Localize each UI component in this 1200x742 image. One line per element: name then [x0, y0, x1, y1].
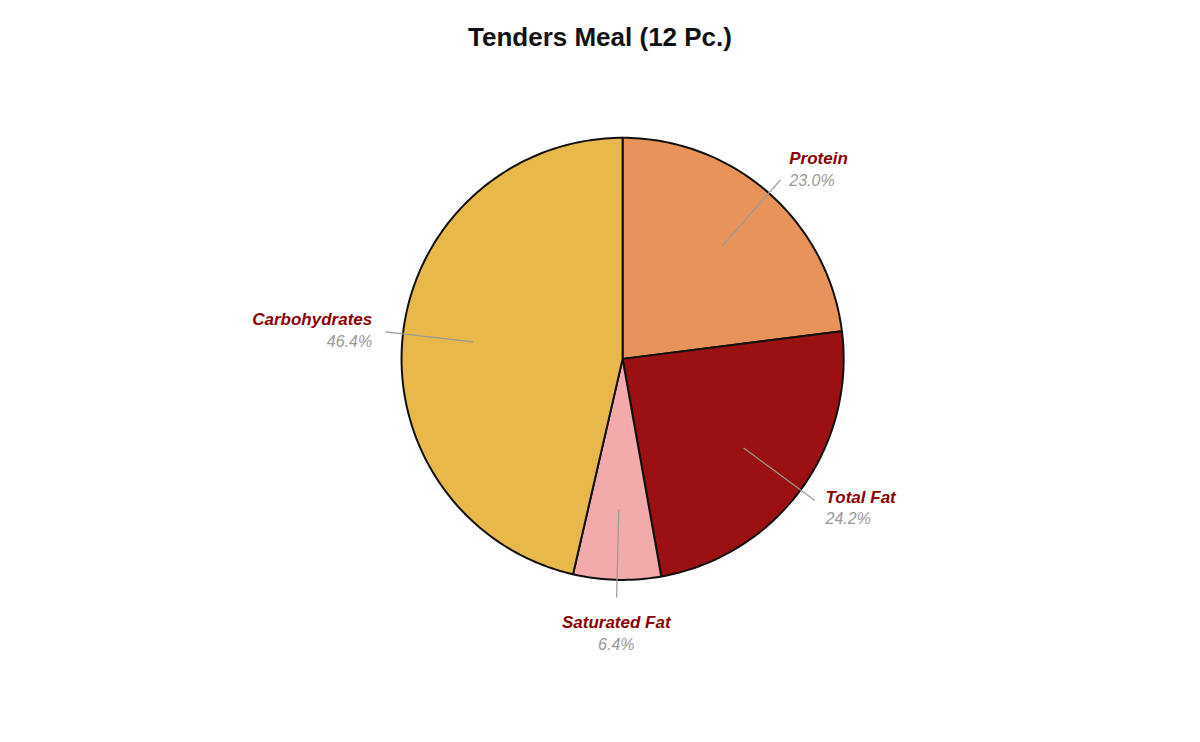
svg-text:Saturated Fat: Saturated Fat	[562, 613, 672, 632]
html-text:Tenders Meal (12 Pc.): Tenders Meal (12 Pc.)	[468, 22, 732, 52]
svg-text:Total Fat: Total Fat	[826, 488, 898, 507]
svg-text:24.2%: 24.2%	[825, 510, 871, 527]
svg-text:6.4%: 6.4%	[598, 636, 634, 653]
svg-text:Protein: Protein	[789, 149, 848, 168]
svg-text:46.4%: 46.4%	[327, 333, 372, 350]
svg-text:23.0%: 23.0%	[788, 172, 834, 189]
svg-text:Carbohydrates: Carbohydrates	[252, 310, 372, 329]
